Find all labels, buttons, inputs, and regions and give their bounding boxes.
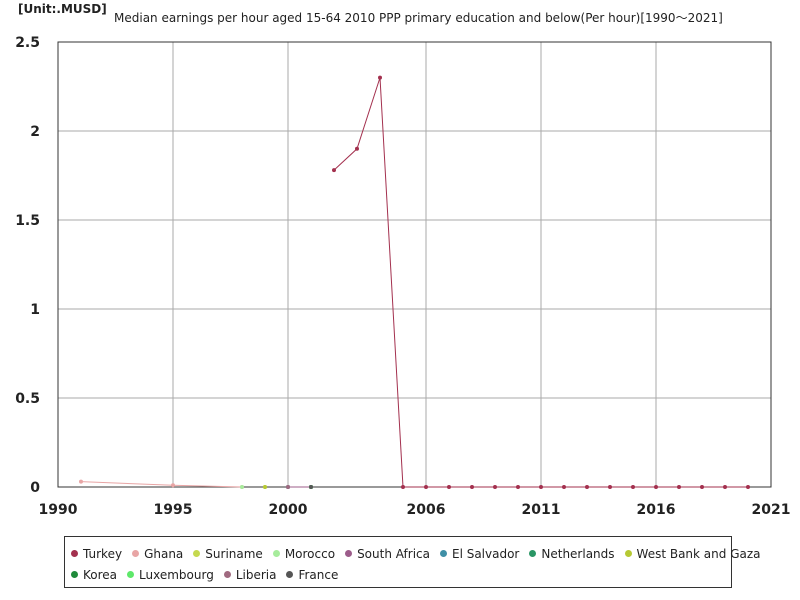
data-point [378,75,382,80]
legend-label: Liberia [235,567,277,582]
legend: Turkey Ghana Suriname Morocco South Africa El… [64,536,761,588]
legend-label: Ghana [144,546,184,561]
data-point [79,479,83,484]
legend-row: Korea Luxembourg Liberia France [71,564,731,585]
chart-title: Median earnings per hour aged 15-64 2010… [114,11,723,25]
legend-label: Turkey [83,546,123,561]
legend-label: Suriname [205,546,263,561]
x-tick-label: 2000 [269,502,308,518]
data-point [470,485,474,489]
data-point [585,485,589,489]
legend-item: France [286,568,338,582]
legend-label: Morocco [284,546,336,561]
x-tick-label: 1990 [39,502,78,518]
legend-item: Korea [71,568,117,582]
x-tick-label: 2011 [522,502,561,518]
legend-marker-icon [127,571,135,578]
data-point [723,485,727,489]
data-point [171,483,175,488]
data-point [677,485,681,489]
y-tick-label: 1 [30,302,40,318]
y-tick-label: 2.5 [15,35,40,51]
y-tick-label: 0.5 [15,391,40,407]
data-point [608,485,612,489]
legend-marker-icon [272,550,280,557]
legend-label: France [298,567,339,582]
data-point [516,485,520,489]
legend-marker-icon [345,550,353,557]
legend-label: Luxembourg [139,567,214,582]
legend-marker-icon [529,550,537,557]
legend-item: El Salvador [439,546,520,561]
y-tick-label: 1.5 [15,213,40,229]
data-point [424,485,428,489]
data-point [539,485,543,489]
y-tick-label: 0 [30,480,40,496]
data-point [263,485,267,489]
legend-item: Netherlands [529,546,615,561]
x-tick-label: 2021 [752,502,791,518]
data-point [654,485,658,489]
data-point [447,485,451,489]
data-point [700,485,704,489]
legend-item: Ghana [132,547,183,561]
legend-item: South Africa [345,547,430,561]
legend-label: West Bank and Gaza [636,546,761,561]
legend-marker-icon [439,550,447,557]
unit-label: [Unit:.MUSD] [18,2,107,16]
data-point [309,485,313,489]
legend-marker-icon [71,571,78,578]
legend-marker-icon [624,550,632,557]
series-line-ghana [80,481,243,488]
plot-frame [57,41,772,488]
legend-item: Luxembourg [127,568,214,582]
legend-label: Korea [83,567,118,582]
data-point [240,485,244,489]
legend-row: Turkey Ghana Suriname Morocco South Africa El… [71,543,761,564]
data-point [401,485,405,489]
legend-label: South Africa [357,546,430,561]
legend-marker-icon [71,550,78,557]
data-point [355,146,359,151]
legend-marker-icon [286,571,294,578]
x-tick-label: 2006 [407,502,446,518]
legend-label: El Salvador [451,546,520,561]
legend-item: Morocco [272,546,336,561]
legend-marker-icon [132,550,140,557]
data-point [493,485,497,489]
legend-marker-icon [223,571,231,578]
data-point [286,485,290,489]
line-chart: 0 0.5 1 1.5 2 2.5 1990 1995 2000 2006 2011 2016 2021 [15,35,791,518]
data-point [631,485,635,489]
x-tick-label: 2016 [637,502,676,518]
legend-marker-icon [193,550,201,557]
data-point [746,485,750,489]
x-tick-label: 1995 [154,502,193,518]
legend-item: Suriname [193,547,263,561]
y-tick-label: 2 [30,124,40,140]
data-point [562,485,566,489]
legend-item: West Bank and Gaza [624,546,761,561]
legend-label: Netherlands [541,546,615,561]
data-point [332,168,336,173]
legend-item: Turkey [71,547,122,561]
legend-item: Liberia [223,567,277,582]
